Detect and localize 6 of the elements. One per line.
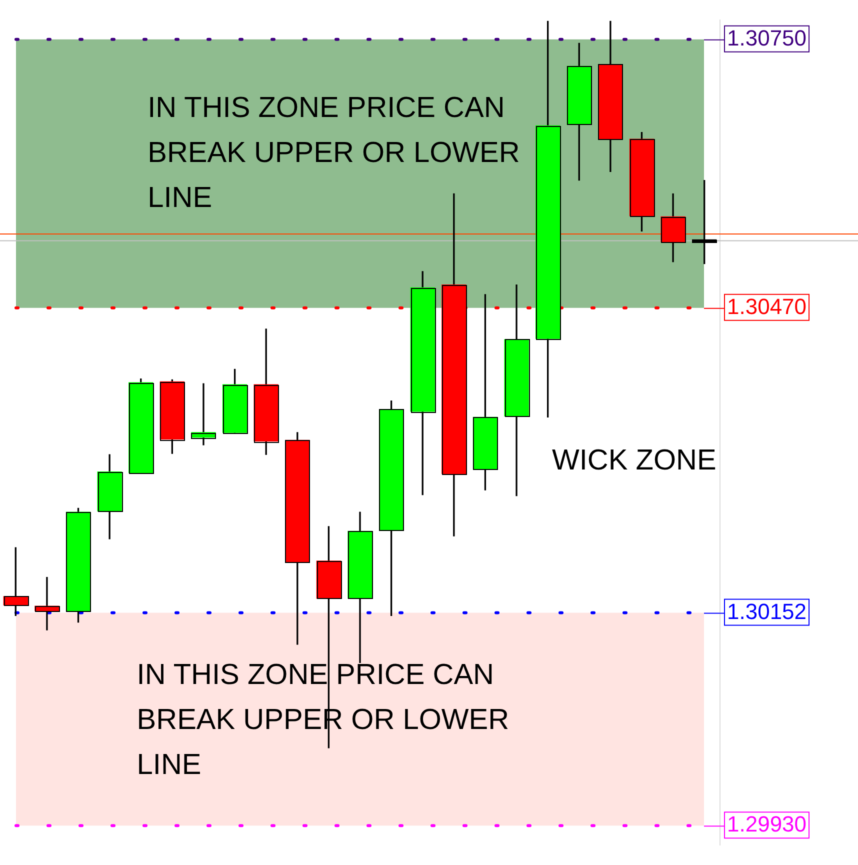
y-tick-label: 1.30152 bbox=[727, 598, 807, 624]
annotation: IN THIS ZONE PRICE CAN BREAK UPPER OR LOWER LINE bbox=[148, 92, 520, 214]
y-tick-label: 1.29930 bbox=[727, 812, 807, 837]
annotation: WICK ZONE bbox=[552, 444, 716, 476]
y-tick-label: 1.30470 bbox=[727, 294, 807, 319]
y-tick-label: 1.30750 bbox=[727, 25, 807, 50]
